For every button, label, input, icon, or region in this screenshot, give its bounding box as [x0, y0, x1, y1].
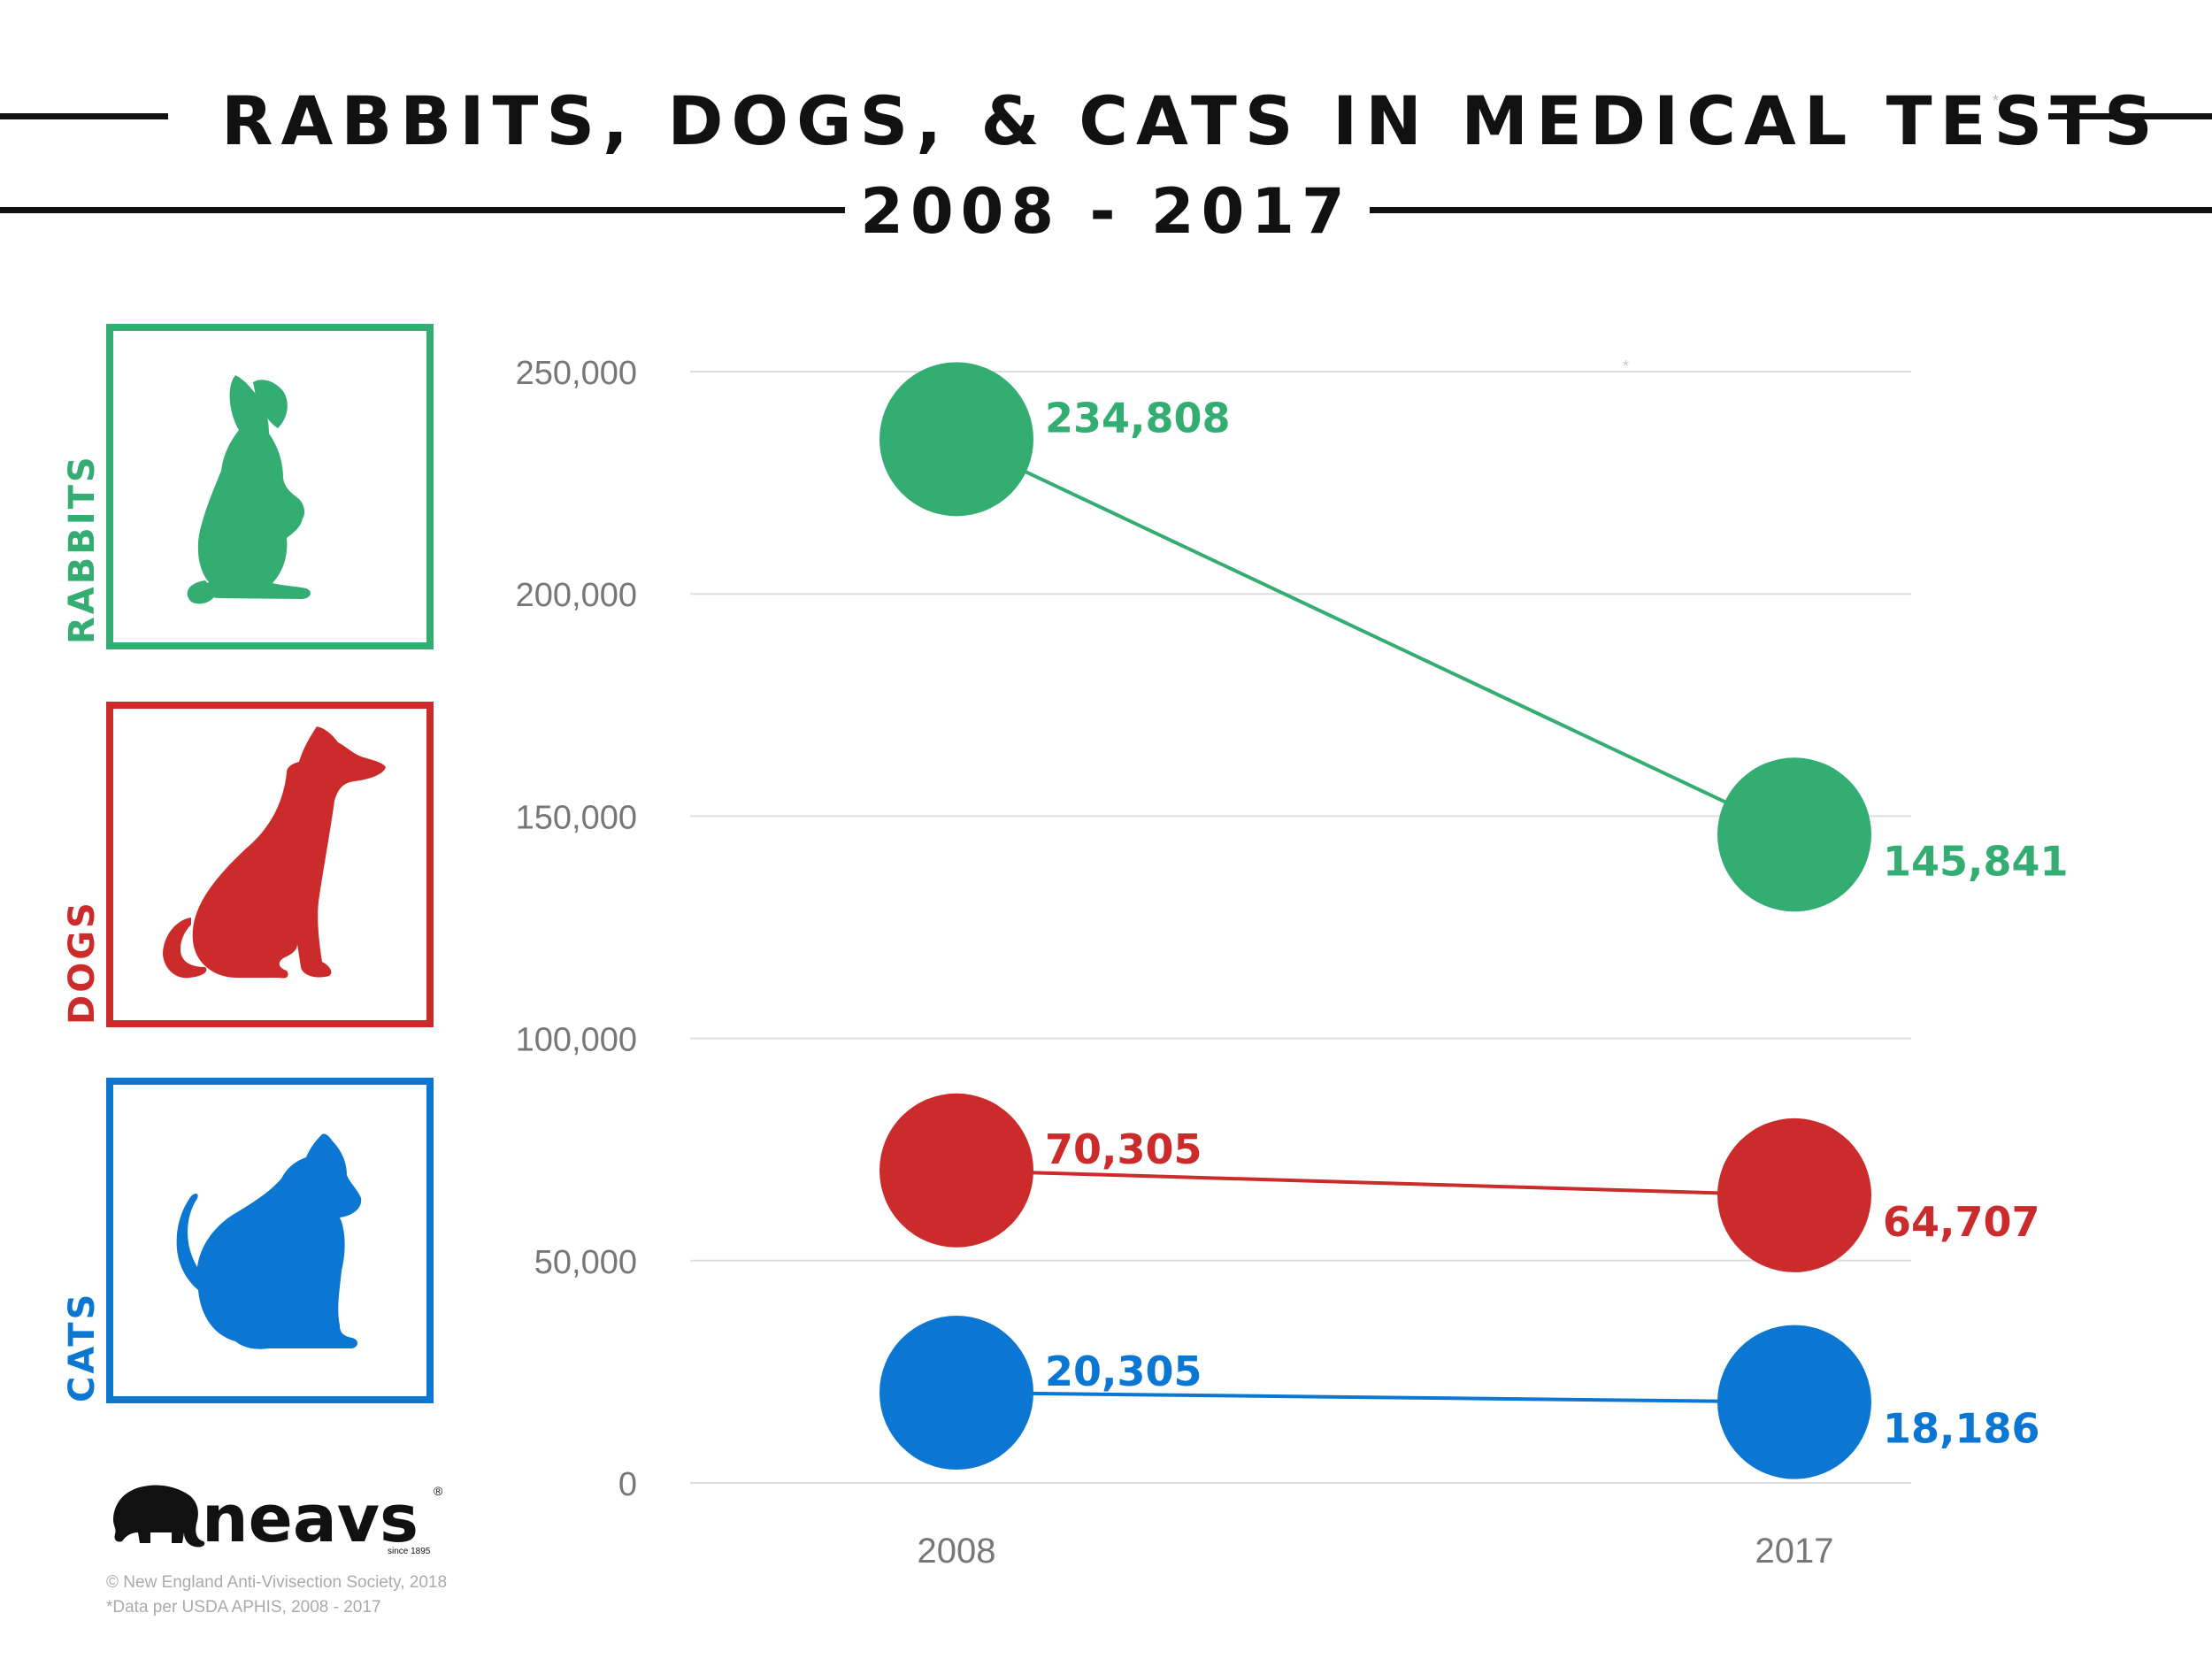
data-label: 234,808	[1045, 394, 1231, 442]
x-tick-label: 2017	[1755, 1532, 1834, 1571]
series-line	[956, 1168, 1795, 1197]
data-point	[879, 362, 1033, 517]
logo-wordmark: neavs	[202, 1481, 419, 1557]
data-point	[879, 1315, 1033, 1470]
chart-subtitle: 2008 - 2017	[860, 175, 1352, 248]
chart-title: RABBITS, DOGS, & CATS IN MEDICAL TESTS	[221, 81, 2161, 160]
y-tick-label: 200,000	[516, 577, 637, 614]
data-label: 18,186	[1883, 1405, 2040, 1453]
data-label: 145,841	[1883, 837, 2069, 885]
rabbit-icon	[187, 375, 311, 604]
elephant-icon: neavs ® since 1895	[113, 1481, 443, 1557]
data-point	[879, 1093, 1033, 1248]
data-label: 70,305	[1045, 1125, 1202, 1173]
cats-panel	[106, 1078, 434, 1403]
series-line	[956, 1390, 1795, 1404]
title-rule-right	[2048, 113, 2212, 119]
neavs-logo: neavs ® since 1895	[104, 1469, 458, 1562]
cat-icon	[176, 1133, 362, 1349]
y-tick-label: 50,000	[534, 1244, 637, 1281]
data-point	[1717, 1118, 1871, 1272]
copyright-note: © New England Anti-Vivisection Society, …	[106, 1573, 448, 1592]
dogs-panel	[106, 702, 434, 1027]
y-tick-label: 100,000	[516, 1022, 637, 1059]
data-label: 20,305	[1045, 1348, 1202, 1395]
y-tick-label: 250,000	[516, 355, 637, 392]
dog-icon	[163, 726, 386, 979]
series-line	[956, 437, 1795, 837]
logo-tagline: since 1895	[388, 1547, 431, 1556]
source-note: *Data per USDA APHIS, 2008 - 2017	[106, 1598, 381, 1617]
logo-registered-mark: ®	[434, 1484, 443, 1498]
subtitle-rule-right	[1370, 207, 2212, 213]
x-tick-label: 2008	[918, 1532, 996, 1571]
data-point	[1717, 1325, 1871, 1479]
rabbits-panel	[106, 324, 434, 649]
title-asterisk: *	[1993, 92, 2000, 110]
title-rule-left	[0, 113, 168, 119]
y-tick-label: 150,000	[516, 799, 637, 836]
data-point	[1717, 757, 1871, 912]
y-tick-label: 0	[618, 1466, 637, 1503]
subtitle-rule-left	[0, 207, 845, 213]
plot-asterisk: *	[1623, 357, 1629, 375]
data-label: 64,707	[1883, 1198, 2040, 1246]
